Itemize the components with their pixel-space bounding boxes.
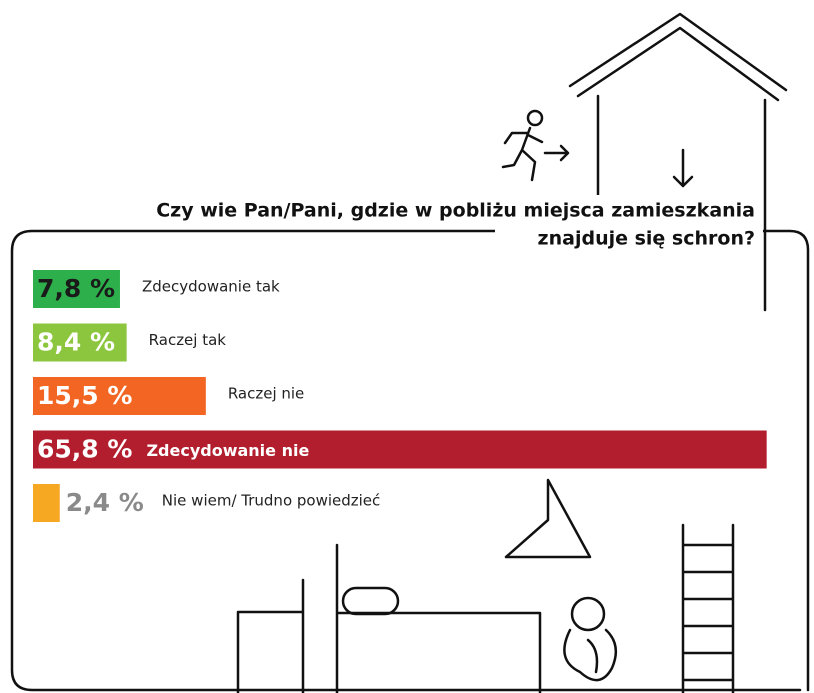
category-label: Nie wiem/ Trudno powiedzieć (162, 492, 381, 510)
bar (33, 484, 60, 522)
value-label: 8,4 % (37, 328, 115, 357)
chart-title: znajduje się schron? (538, 228, 755, 250)
chart-title: Czy wie Pan/Pani, gdzie w pobliżu miejsc… (156, 200, 755, 222)
category-label: Raczej tak (149, 331, 227, 349)
infographic: Czy wie Pan/Pani, gdzie w pobliżu miejsc… (0, 0, 814, 693)
category-label: Zdecydowanie nie (146, 441, 309, 460)
decoration (12, 14, 808, 693)
value-label: 2,4 % (66, 488, 144, 517)
value-label: 65,8 % (37, 435, 132, 464)
category-label: Zdecydowanie tak (142, 278, 280, 296)
bar (33, 431, 767, 469)
category-label: Raczej nie (228, 385, 304, 403)
value-label: 7,8 % (37, 274, 115, 303)
value-label: 15,5 % (37, 381, 132, 410)
